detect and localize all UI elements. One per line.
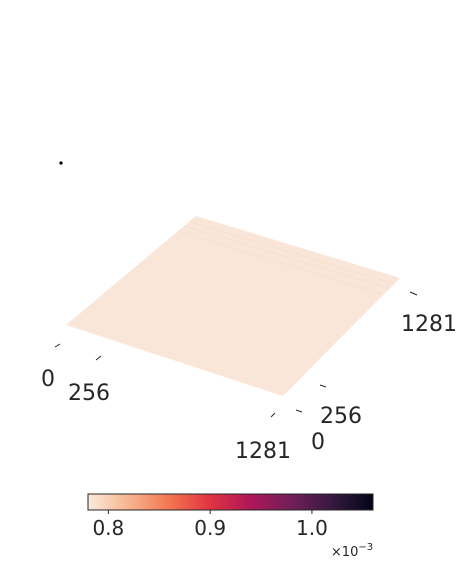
point-marker xyxy=(59,161,62,164)
colorbar-ticks: 0.8 0.9 1.0 xyxy=(92,510,327,540)
y-tick-label-1: 256 xyxy=(320,404,362,429)
x-tick-mark-1 xyxy=(96,356,101,360)
x-tick-mark-2 xyxy=(271,413,275,417)
x-tick-mark-0 xyxy=(55,344,60,347)
x-tick-label-2: 1281 xyxy=(235,439,291,464)
y-tick-mark-2 xyxy=(410,292,417,295)
surface-plane xyxy=(66,216,400,396)
x-tick-label-1: 256 xyxy=(68,381,110,406)
y-tick-label-2: 1281 xyxy=(401,312,457,337)
colorbar: 0.8 0.9 1.0 ×10−3 xyxy=(88,494,373,560)
y-tick-mark-0 xyxy=(296,410,302,412)
y-tick-mark-1 xyxy=(320,385,326,387)
x-tick-label-0: 0 xyxy=(41,367,55,392)
colorbar-gradient xyxy=(88,494,373,510)
y-tick-label-0: 0 xyxy=(311,430,325,455)
colorbar-tick-label-0: 0.8 xyxy=(92,516,124,540)
colorbar-offset-text: ×10−3 xyxy=(331,542,373,560)
colorbar-tick-label-2: 1.0 xyxy=(296,516,328,540)
colorbar-tick-label-1: 0.9 xyxy=(194,516,226,540)
